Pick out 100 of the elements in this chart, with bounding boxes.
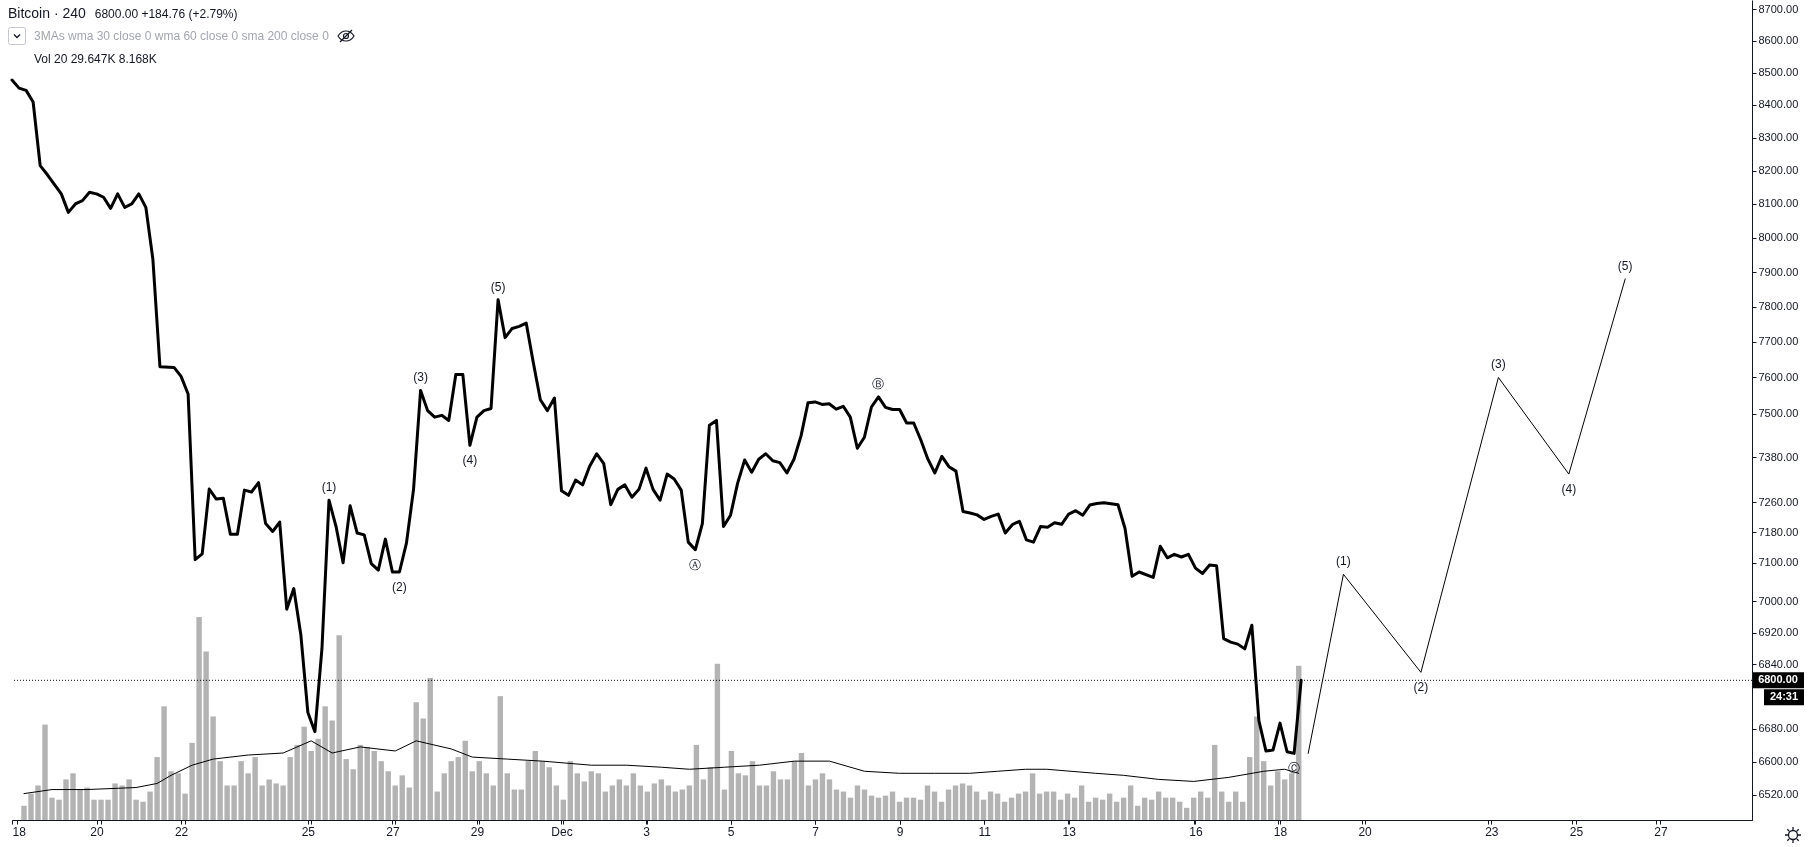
bar [1247,757,1253,820]
bar [1022,791,1029,820]
x-tick-label: 3 [643,824,651,839]
bar [1134,805,1141,820]
bar [385,771,391,820]
y-tick-label: 7260.00 [1758,495,1799,508]
bar [1261,761,1267,820]
x-tick-label: 23 [1485,824,1499,839]
y-tick-label: 7500.00 [1758,407,1799,420]
annotation: (4) [1561,482,1577,497]
y-tick-label: 8700.00 [1758,2,1799,15]
bar [581,781,588,820]
y-tick-label: 7900.00 [1758,265,1799,278]
bar [1226,801,1232,820]
ref-line-label: 6800.00 [1758,673,1798,686]
y-tick-label: 8600.00 [1758,34,1799,47]
bar [546,767,553,820]
bar [1211,744,1218,820]
bar [1176,801,1183,820]
annotation: (5) [1617,258,1633,273]
bar [910,797,917,820]
y-tick-label: 8000.00 [1758,231,1799,244]
bar [756,785,763,820]
bar [518,789,524,820]
bar [868,795,875,820]
y-tick-label: 8500.00 [1758,66,1799,79]
bar [364,746,370,820]
bar [728,750,735,820]
bar [749,761,756,820]
x-tick-label: 13 [1062,824,1077,839]
bar [371,750,377,820]
bar [826,779,833,820]
bar [392,785,398,820]
bar [532,750,538,820]
bar [686,785,693,820]
y-tick-label: 7600.00 [1758,370,1799,383]
bar [1169,797,1176,820]
bar [847,797,854,820]
bar [812,779,819,820]
bar [1064,793,1071,820]
bar [490,785,496,820]
bar [889,791,896,820]
bar [483,773,489,820]
bar [742,775,749,820]
bar [700,779,707,820]
bar [770,771,777,820]
bar [427,677,433,820]
bar [952,785,959,820]
annotation: (3) [1491,357,1506,372]
bar [945,789,952,820]
bar [1155,791,1162,820]
bar [406,787,412,820]
bar [973,791,980,820]
annotation: (5) [490,279,506,294]
y-tick-label: 7000.00 [1758,594,1799,607]
bar [777,779,784,820]
bar [1183,807,1190,820]
bar [924,785,931,820]
bar [714,663,721,820]
bar [1092,797,1099,820]
annotation: Vol 20 29.647K 8.168K [34,52,158,66]
bar [462,740,468,820]
x-tick-label: 27 [1654,824,1668,839]
bar [798,753,805,820]
bar [805,785,812,820]
bar [637,785,644,820]
bar [1050,791,1057,820]
x-tick-label: 11 [978,824,992,839]
bar [1043,791,1050,820]
bar [1219,791,1225,820]
bar [819,773,826,820]
x-tick-label: 16 [1189,824,1203,839]
bar [882,795,889,820]
bar [1029,773,1036,820]
bar [693,744,700,820]
bar [840,791,847,820]
bar [1106,793,1113,820]
bar [469,771,475,820]
bar [525,761,531,820]
bar [609,785,616,820]
bar [721,789,728,820]
y-tick-label: 7100.00 [1758,556,1799,569]
y-tick-label: 7180.00 [1758,525,1799,538]
annotation: Ⓑ [872,376,885,391]
annotation: 3MAs wma 30 close 0 wma 60 close 0 sma 200 close 0 [34,29,329,43]
x-tick-label: 7 [812,824,820,839]
bar [679,789,686,820]
bar [1078,785,1085,820]
y-tick-label: 8200.00 [1758,164,1799,177]
bar [1233,791,1239,820]
bar [735,773,742,820]
bar [434,791,440,820]
bar [378,761,384,820]
y-tick-label: 7800.00 [1758,300,1799,313]
bar [903,797,910,820]
bar [959,783,966,820]
bar [1268,785,1274,820]
y-tick-label: 7380.00 [1758,450,1799,463]
bar [497,696,503,820]
bar [1071,797,1078,820]
